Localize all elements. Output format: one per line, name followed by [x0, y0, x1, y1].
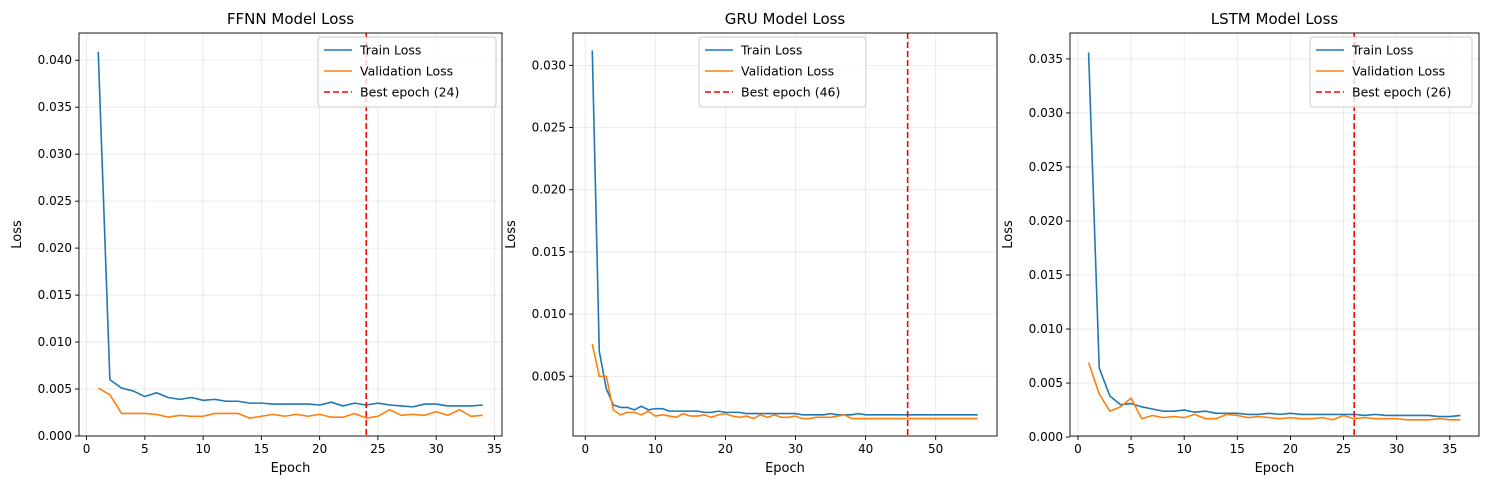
x-tick-label: 50 — [928, 442, 943, 456]
axes-frame — [78, 32, 503, 437]
y-tick-label: 0.020 — [532, 183, 566, 197]
x-tick-label: 25 — [1336, 442, 1351, 456]
y-axis-label: Loss — [10, 220, 25, 249]
y-tick-label: 0.005 — [532, 369, 566, 383]
x-tick-label: 20 — [312, 442, 327, 456]
series-line-train-loss — [591, 50, 978, 416]
x-tick-label: 25 — [370, 442, 385, 456]
y-tick-label: 0.030 — [532, 58, 566, 72]
y-tick-label: 0.000 — [38, 429, 72, 443]
chart-title: FFNN Model Loss — [227, 10, 354, 28]
series-line-train-loss — [1087, 52, 1461, 418]
axes-frame — [572, 32, 998, 437]
x-axis-label: Epoch — [271, 461, 311, 476]
x-tick-label: 30 — [1389, 442, 1404, 456]
legend: Train Loss Validation Loss Best epoch (24) — [317, 36, 497, 108]
series-line-validation-loss — [1087, 362, 1461, 421]
y-tick-label: 0.025 — [38, 194, 72, 208]
x-tick-label: 10 — [195, 442, 210, 456]
x-tick-label: 0 — [83, 442, 91, 456]
x-tick-label: 35 — [487, 442, 502, 456]
y-tick-label: 0.025 — [532, 121, 566, 135]
legend-box — [698, 36, 867, 108]
y-tick-label: 0.025 — [1029, 160, 1063, 174]
legend-box — [1309, 36, 1473, 108]
y-tick-label: 0.035 — [1029, 52, 1063, 66]
x-tick-label: 15 — [1230, 442, 1245, 456]
y-tick-label: 0.040 — [38, 53, 72, 67]
legend: Train Loss Validation Loss Best epoch (26) — [1309, 36, 1473, 108]
series-line-validation-loss — [97, 387, 483, 419]
x-tick-label: 5 — [141, 442, 149, 456]
y-tick-label: 0.010 — [1029, 322, 1063, 336]
legend-validation-loss-label: Validation Loss — [1352, 64, 1445, 79]
y-tick-label: 0.000 — [1029, 430, 1063, 444]
x-tick-label: 20 — [718, 442, 733, 456]
legend-box — [317, 36, 497, 108]
y-tick-label: 0.035 — [38, 100, 72, 114]
y-tick-label: 0.015 — [532, 245, 566, 259]
legend-validation-loss-label: Validation Loss — [360, 64, 453, 79]
x-axis-label: Epoch — [1255, 461, 1295, 476]
x-tick-label: 15 — [254, 442, 269, 456]
y-tick-label: 0.020 — [1029, 214, 1063, 228]
chart-title: LSTM Model Loss — [1211, 10, 1339, 28]
y-tick-label: 0.010 — [38, 335, 72, 349]
y-tick-label: 0.015 — [1029, 268, 1063, 282]
axes-frame — [1069, 32, 1480, 437]
x-tick-label: 35 — [1442, 442, 1457, 456]
legend-train-loss-label: Train Loss — [740, 43, 802, 58]
x-tick-label: 20 — [1283, 442, 1298, 456]
legend-train-loss-label: Train Loss — [359, 43, 421, 58]
legend-best-epoch-label: Best epoch (24) — [360, 85, 459, 100]
series-line-validation-loss — [591, 343, 978, 420]
chart-panel-1: 0 5 10 15 20 25 30 35 0.000 0.005 0.010 0.015 0.020 0… — [10, 10, 503, 476]
x-tick-label: 10 — [1177, 442, 1192, 456]
x-tick-label: 0 — [1074, 442, 1082, 456]
y-tick-label: 0.030 — [1029, 106, 1063, 120]
x-tick-label: 30 — [429, 442, 444, 456]
y-tick-label: 0.015 — [38, 288, 72, 302]
x-tick-label: 30 — [788, 442, 803, 456]
y-tick-label: 0.010 — [532, 307, 566, 321]
y-axis-label: Loss — [504, 220, 519, 249]
chart-panel-2: 0 10 20 30 40 50 0.005 0.010 0.015 0.020 0.025 0.03… — [504, 10, 998, 476]
y-axis-label: Loss — [1001, 220, 1016, 249]
chart-panel-3: 0 5 10 15 20 25 30 35 0.000 0.005 0.010 0.015 0.020 0… — [1001, 10, 1480, 476]
x-tick-label: 40 — [858, 442, 873, 456]
legend: Train Loss Validation Loss Best epoch (46) — [698, 36, 867, 108]
y-tick-label: 0.030 — [38, 147, 72, 161]
legend-train-loss-label: Train Loss — [1351, 43, 1413, 58]
y-tick-label: 0.005 — [1029, 376, 1063, 390]
x-tick-label: 0 — [581, 442, 589, 456]
series-line-train-loss — [97, 51, 483, 408]
x-axis-label: Epoch — [765, 461, 805, 476]
legend-validation-loss-label: Validation Loss — [741, 64, 834, 79]
x-tick-label: 5 — [1127, 442, 1135, 456]
y-tick-label: 0.005 — [38, 382, 72, 396]
legend-best-epoch-label: Best epoch (26) — [1352, 85, 1451, 100]
x-tick-label: 10 — [648, 442, 663, 456]
legend-best-epoch-label: Best epoch (46) — [741, 85, 840, 100]
chart-title: GRU Model Loss — [725, 10, 846, 28]
y-tick-label: 0.020 — [38, 241, 72, 255]
